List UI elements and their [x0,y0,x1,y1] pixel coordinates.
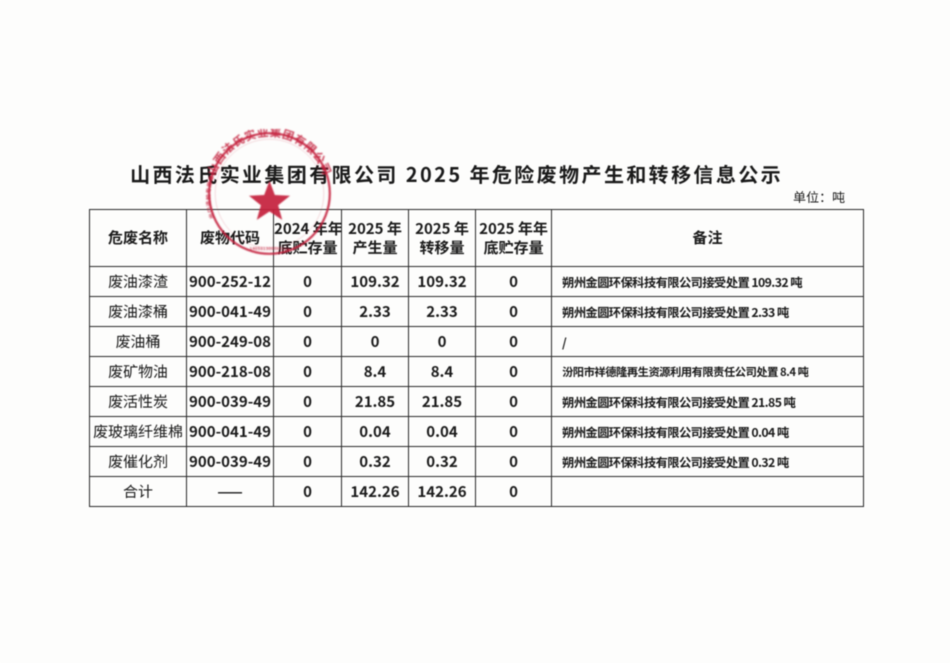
svg-text:1405813000xxxxx: 1405813000xxxxx [249,246,289,252]
svg-text:出口退税专用章: 出口退税专用章 [206,173,216,220]
svg-text:山西法氏实业集团有限公司: 山西法氏实业集团有限公司 [206,129,333,178]
